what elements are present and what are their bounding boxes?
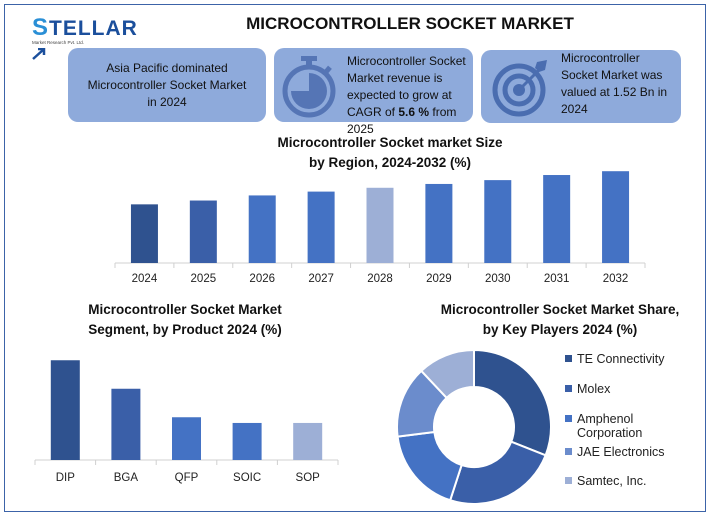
donut-slice-samtec-inc [419, 348, 475, 400]
card-line: Microcontroller [561, 51, 640, 65]
card-cagr: Microcontroller Socket Market revenue is… [274, 48, 473, 136]
players-chart-title: Microcontroller Socket Market Share, by … [420, 300, 700, 340]
legend-item: Molex [565, 382, 610, 396]
card-line: Socket Market was [561, 68, 663, 82]
tick-label: 2030 [485, 273, 511, 285]
legend-swatch [565, 385, 572, 392]
legend-swatch [565, 355, 572, 362]
title-line: by Region, 2024-2032 (%) [308, 155, 472, 170]
legend-label: Amphenol [577, 412, 634, 426]
infographic-frame [4, 4, 706, 512]
bar-qfp [172, 417, 201, 460]
bar-2026 [248, 195, 276, 263]
bar-bga [111, 388, 141, 460]
tick-label: QFP [175, 472, 199, 484]
bar-2030 [484, 180, 512, 263]
card-line: Asia Pacific dominated [106, 60, 228, 75]
tick-label: 2029 [426, 273, 452, 285]
tick-label: SOIC [233, 472, 261, 484]
bar-2027 [307, 191, 335, 263]
bar-soic [232, 422, 262, 460]
card-region: Asia Pacific dominated Microcontroller S… [68, 48, 266, 122]
tick-label: 2032 [603, 273, 629, 285]
card-line: valued at 1.52 Bn in [561, 85, 668, 99]
bar-2032 [602, 171, 630, 263]
title-line: Microcontroller Socket market Size [277, 135, 503, 150]
tick-label: 2026 [249, 273, 275, 285]
stellar-logo: STELLAR Market Research Pvt. Ltd. [32, 14, 137, 60]
legend-label: JAE Electronics [577, 445, 665, 459]
bar-2028 [366, 187, 394, 263]
title-line: by Key Players 2024 (%) [482, 322, 638, 337]
page-title: MICROCONTROLLER SOCKET MARKET [246, 14, 574, 33]
arrow-icon [32, 47, 46, 60]
card-line: 2024 [561, 102, 588, 116]
donut-slice-amphenol-corporation [396, 430, 463, 502]
logo-text: TELLAR [49, 17, 138, 40]
tick-label: 2031 [544, 273, 570, 285]
tick-label: BGA [114, 472, 139, 484]
bar-dip [50, 360, 80, 460]
tick-label: 2028 [367, 273, 393, 285]
bar-sop [293, 422, 323, 460]
legend-item: Samtec, Inc. [565, 474, 646, 488]
legend-item: TE Connectivity [565, 352, 665, 366]
logo-initial: S [32, 14, 50, 41]
bar-2029 [425, 183, 453, 263]
card-line: Market revenue is [347, 71, 443, 85]
tick-label: SOP [296, 472, 321, 484]
logo-tagline: Market Research Pvt. Ltd. [32, 40, 85, 45]
title-line: Segment, by Product 2024 (%) [88, 322, 282, 337]
donut-slice-te-connectivity [473, 348, 552, 457]
card-line: in 2024 [147, 94, 187, 109]
legend-swatch [565, 415, 572, 422]
card-line: Microcontroller Socket [347, 54, 466, 68]
cagr-prefix: CAGR of [347, 105, 399, 119]
product-chart-title: Microcontroller Socket Market Segment, b… [40, 300, 330, 340]
donut-slice-molex [448, 440, 547, 505]
tick-label: DIP [56, 472, 76, 484]
tick-label: 2024 [132, 273, 158, 285]
legend-label: TE Connectivity [577, 352, 665, 366]
legend-swatch [565, 477, 572, 484]
legend-label: Corporation [577, 426, 643, 440]
card-valuation: Microcontroller Socket Market was valued… [481, 50, 681, 123]
title-line: Microcontroller Socket Market [88, 302, 282, 317]
legend-label: Samtec, Inc. [577, 474, 647, 488]
tick-label: 2027 [308, 273, 334, 285]
cagr-value: 5.6 % [398, 105, 430, 119]
legend-swatch [565, 448, 572, 455]
legend-item: JAE Electronics [565, 445, 665, 459]
bar-2025 [189, 200, 217, 263]
card-line: expected to grow at [347, 88, 452, 102]
tick-label: 2025 [191, 273, 217, 285]
legend-label: Molex [577, 382, 611, 396]
region-chart-title: Microcontroller Socket market Size by Re… [240, 133, 540, 173]
legend-item: Amphenol Corporation [565, 412, 642, 440]
target-icon [492, 60, 547, 117]
card-line: Microcontroller Socket Market [87, 77, 247, 92]
bar-2031 [543, 175, 571, 263]
bar-2024 [130, 204, 158, 263]
stopwatch-icon [282, 56, 336, 118]
title-line: Microcontroller Socket Market Share, [440, 302, 680, 317]
cagr-suffix: from 2025 [347, 105, 457, 136]
